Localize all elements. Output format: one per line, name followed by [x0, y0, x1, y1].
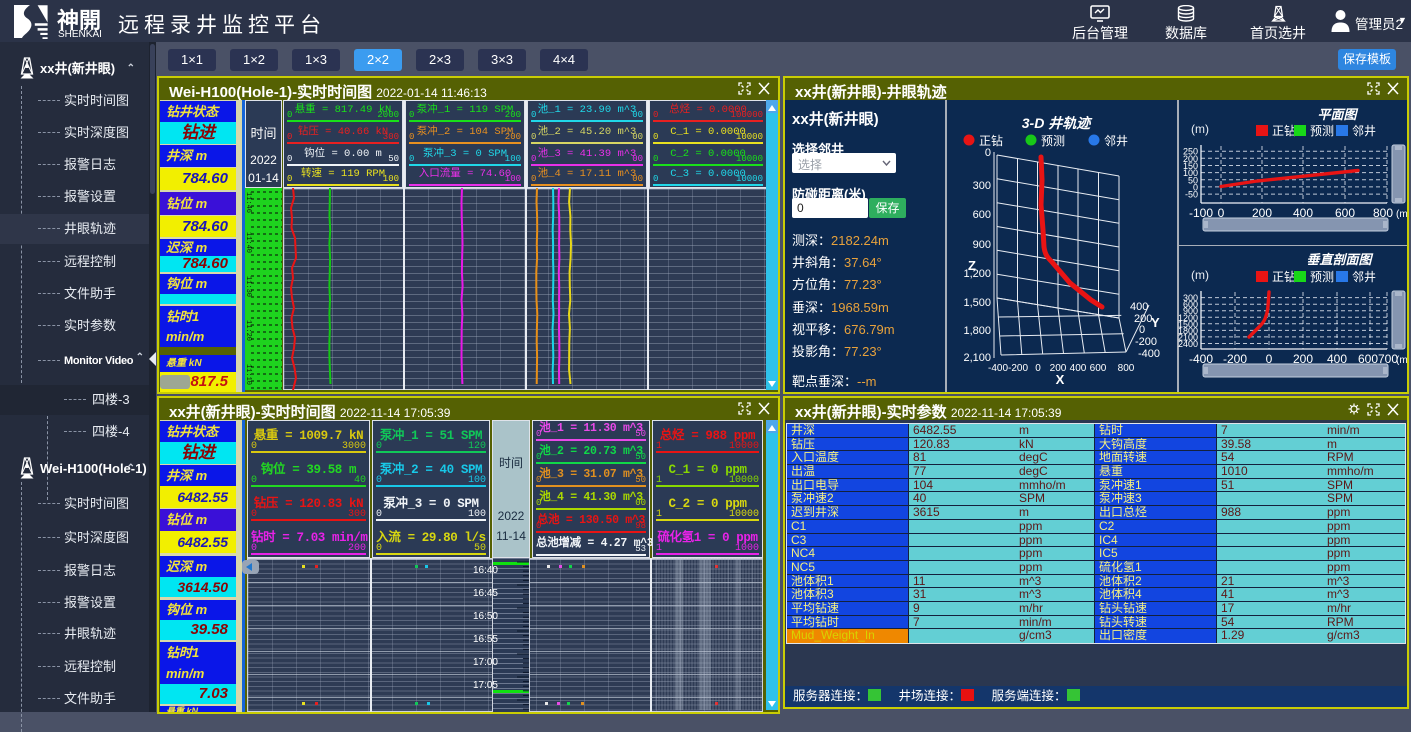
svg-text:800: 800 [1373, 206, 1393, 220]
svg-text:1,500: 1,500 [963, 297, 991, 309]
svg-text:400: 400 [1293, 206, 1313, 220]
svg-text:700: 700 [1378, 352, 1398, 366]
svg-text:2400: 2400 [1178, 339, 1198, 349]
svg-text:X: X [1056, 372, 1065, 387]
svg-text:600: 600 [1183, 300, 1198, 310]
svg-text:1,800: 1,800 [963, 325, 991, 337]
svg-text:Y: Y [1151, 315, 1160, 330]
svg-text:-200: -200 [1008, 363, 1028, 374]
svg-text:11:40: 11:40 [245, 232, 252, 253]
svg-text:200: 200 [1252, 206, 1272, 220]
svg-text:正钻: 正钻 [1272, 123, 1296, 138]
svg-text:11:10: 11:10 [245, 364, 252, 385]
svg-text:邻井: 邻井 [1104, 134, 1128, 148]
svg-text:400: 400 [1327, 352, 1347, 366]
svg-text:0: 0 [1139, 324, 1145, 336]
svg-text:0: 0 [985, 147, 991, 159]
svg-text:0: 0 [1218, 206, 1225, 220]
svg-text:900: 900 [1183, 306, 1198, 316]
svg-text:600: 600 [1335, 206, 1355, 220]
svg-text:800: 800 [1118, 363, 1135, 374]
svg-text:100: 100 [1183, 168, 1198, 178]
svg-text:Z: Z [968, 258, 976, 273]
svg-text:(m): (m) [1191, 268, 1209, 282]
svg-text:邻井: 邻井 [1352, 270, 1376, 284]
svg-text:0: 0 [1193, 182, 1198, 192]
svg-text:垂直剖面图: 垂直剖面图 [1306, 252, 1373, 267]
svg-text:预测: 预测 [1041, 134, 1065, 148]
svg-text:2,100: 2,100 [963, 352, 991, 364]
svg-text:(m): (m) [1396, 355, 1407, 366]
svg-text:正钻: 正钻 [979, 133, 1003, 148]
svg-text:250: 250 [1183, 147, 1198, 157]
svg-text:3-D 井轨迹: 3-D 井轨迹 [1022, 115, 1093, 131]
svg-text:邻井: 邻井 [1352, 124, 1376, 138]
svg-text:(m): (m) [1191, 122, 1209, 136]
svg-text:11:46: 11:46 [245, 192, 252, 213]
svg-text:2100: 2100 [1178, 332, 1198, 342]
svg-text:-400: -400 [1138, 348, 1160, 360]
svg-text:200: 200 [1050, 363, 1067, 374]
svg-text:150: 150 [1183, 161, 1198, 171]
svg-text:-100: -100 [1189, 206, 1213, 220]
svg-text:600: 600 [1090, 363, 1107, 374]
svg-text:300: 300 [1183, 293, 1198, 303]
svg-text:11:20: 11:20 [245, 320, 252, 341]
svg-text:600: 600 [973, 209, 991, 221]
svg-text:正钻: 正钻 [1272, 269, 1296, 284]
svg-text:400: 400 [1070, 363, 1087, 374]
svg-text:50: 50 [1188, 175, 1198, 185]
svg-text:200: 200 [1293, 352, 1313, 366]
svg-text:600: 600 [1358, 352, 1378, 366]
svg-text:-400: -400 [988, 363, 1008, 374]
svg-text:预测: 预测 [1310, 124, 1334, 138]
svg-text:1,200: 1,200 [963, 268, 991, 280]
svg-text:预测: 预测 [1310, 270, 1334, 284]
svg-text:0: 0 [1266, 352, 1273, 366]
svg-text:200: 200 [1134, 313, 1152, 325]
svg-text:11:30: 11:30 [245, 276, 252, 297]
svg-text:-50: -50 [1185, 190, 1198, 200]
svg-text:400: 400 [1130, 301, 1148, 313]
svg-text:0: 0 [1035, 363, 1041, 374]
svg-text:900: 900 [973, 239, 991, 251]
svg-text:-200: -200 [1223, 352, 1247, 366]
svg-text:-400: -400 [1189, 352, 1213, 366]
svg-text:(m): (m) [1396, 209, 1407, 220]
svg-text:1200: 1200 [1178, 313, 1198, 323]
svg-text:1800: 1800 [1178, 326, 1198, 336]
svg-text:300: 300 [973, 180, 991, 192]
svg-text:200: 200 [1183, 154, 1198, 164]
svg-text:平面图: 平面图 [1317, 107, 1358, 122]
svg-text:1500: 1500 [1178, 319, 1198, 329]
svg-text:-200: -200 [1135, 336, 1157, 348]
